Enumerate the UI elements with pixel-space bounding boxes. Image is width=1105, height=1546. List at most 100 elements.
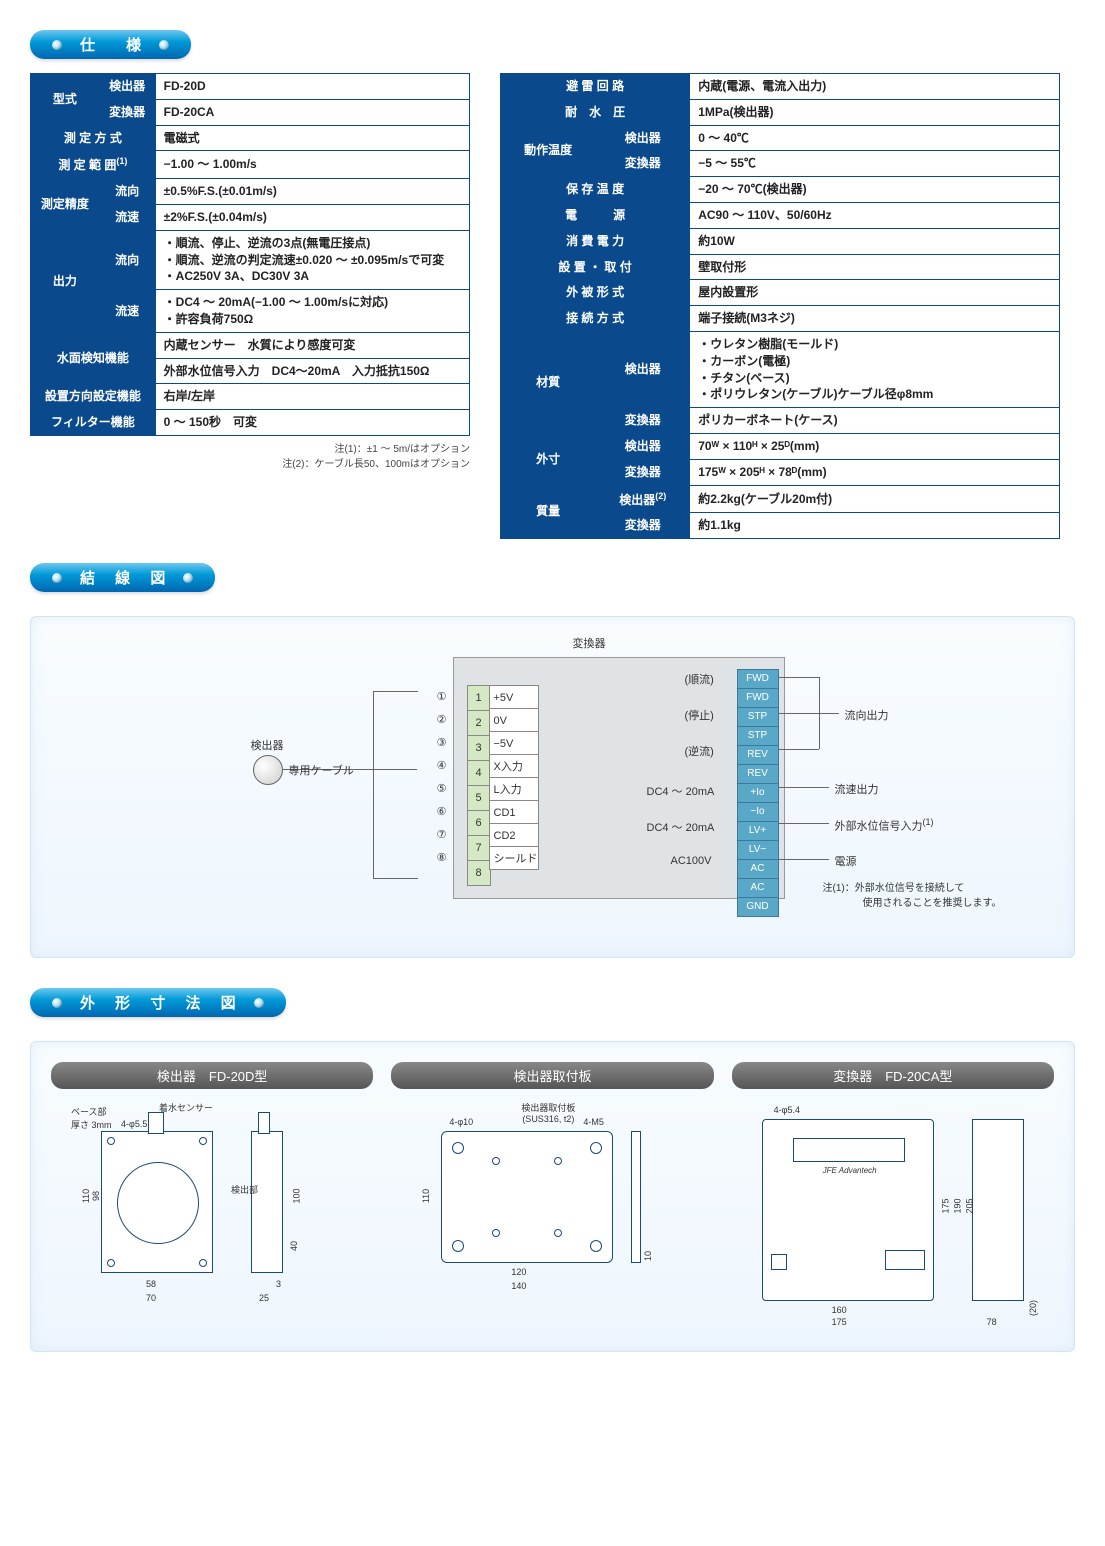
dot-icon bbox=[254, 998, 264, 1008]
terminal-label: L入力 bbox=[489, 777, 539, 801]
right-terminal: REV bbox=[737, 745, 779, 765]
th: 電 源 bbox=[501, 202, 690, 228]
terminal-num: 1 bbox=[467, 685, 491, 711]
mid-label: (順流) bbox=[685, 671, 714, 687]
right-terminal: FWD bbox=[737, 669, 779, 689]
dim-col-converter: 変換器 FD-20CA型 JFE Advantech 4-φ5.4 175 19… bbox=[732, 1062, 1054, 1331]
sensor-stem-side bbox=[258, 1112, 270, 1134]
converter-front: JFE Advantech bbox=[762, 1119, 934, 1301]
sensor-stem bbox=[148, 1112, 164, 1134]
terminal-num: 5 bbox=[467, 785, 491, 811]
td-val: 約1.1kg bbox=[690, 513, 1060, 539]
td-val: 端子接続(M3ネジ) bbox=[690, 306, 1060, 332]
header-text: 外 形 寸 法 図 bbox=[80, 992, 244, 1013]
left-spec-table: 型式 検出器 FD-20D 変換器 FD-20CA 測 定 方 式 電磁式 測 … bbox=[30, 73, 470, 436]
th-model: 型式 bbox=[31, 74, 100, 126]
right-terminal: +Io bbox=[737, 783, 779, 803]
out-line bbox=[779, 749, 819, 750]
th: 質量 bbox=[501, 485, 596, 539]
td-val: 175ᵂ × 205ᴴ × 78ᴰ(mm) bbox=[690, 459, 1060, 485]
section-header-dims: 外 形 寸 法 図 bbox=[30, 988, 286, 1017]
td-val: −1.00 ～ 1.00m/s bbox=[155, 151, 469, 179]
lbl: 測 定 範 囲 bbox=[58, 158, 116, 172]
td-val: 内蔵(電源、電流入出力) bbox=[690, 74, 1060, 100]
brand-label: JFE Advantech bbox=[823, 1166, 877, 1175]
header-text: 仕 様 bbox=[80, 34, 149, 55]
wiring-diagram: 変換器 12345678 +5V0V−5VX入力L入力CD1CD2シールド ①②… bbox=[53, 637, 1053, 937]
out-line bbox=[779, 677, 819, 678]
converter-label: 変換器 bbox=[573, 635, 606, 651]
m5-hole-icon bbox=[492, 1229, 500, 1237]
terminal-num: 3 bbox=[467, 735, 491, 761]
label-box bbox=[885, 1250, 925, 1270]
hole-icon bbox=[452, 1240, 464, 1252]
terminal-num: 8 bbox=[467, 860, 491, 886]
dim-draw-converter: JFE Advantech 4-φ5.4 175 190 205 160 175… bbox=[732, 1101, 1054, 1331]
th: 流速 bbox=[99, 290, 155, 333]
dot-icon bbox=[159, 40, 169, 50]
out-label: 外部水位信号入力(1) bbox=[835, 817, 934, 834]
td-val: −20 ～ 70℃(検出器) bbox=[690, 177, 1060, 203]
td-val: 内蔵センサー 水質により感度可変 bbox=[155, 332, 469, 358]
td-val: ±2%F.S.(±0.04m/s) bbox=[155, 204, 469, 230]
detector-icon bbox=[253, 755, 283, 785]
dot-icon bbox=[52, 40, 62, 50]
dim-draw-plate: 検出器取付板 (SUS316, t2) 4-φ10 4-M5 110 120 1… bbox=[391, 1101, 713, 1331]
terminal-label: シールド bbox=[489, 846, 539, 870]
warning-icon bbox=[771, 1254, 787, 1270]
dim-label: 100 bbox=[292, 1189, 302, 1204]
terminal-num: 4 bbox=[467, 760, 491, 786]
dim-label: 3 bbox=[276, 1279, 281, 1289]
right-terminals: FWDFWDSTPSTPREVREV+Io−IoLV+LV−ACACGND bbox=[737, 669, 779, 916]
wiring-note: 注(1)：外部水位信号を接続して 使用されることを推奨します。 bbox=[823, 881, 1002, 911]
term-col-label: +5V0V−5VX入力L入力CD1CD2シールド bbox=[489, 685, 539, 869]
th: 動作温度 bbox=[501, 125, 596, 177]
th: フィルター機能 bbox=[31, 410, 156, 436]
right-terminal: LV− bbox=[737, 840, 779, 860]
circled-num: ⑦ bbox=[417, 823, 447, 847]
th: 流向 bbox=[99, 179, 155, 205]
dims-row: 検出器 FD-20D型 ベース部 厚さ 3mm 着水センサー bbox=[51, 1062, 1054, 1331]
spec-tables-container: 型式 検出器 FD-20D 変換器 FD-20CA 測 定 方 式 電磁式 測 … bbox=[30, 73, 1075, 539]
dot-icon bbox=[52, 998, 62, 1008]
right-terminal: FWD bbox=[737, 688, 779, 708]
hole-icon bbox=[452, 1142, 464, 1154]
note: 注(1)：±1 ～ 5m/はオプション bbox=[30, 442, 470, 457]
dim-label: 25 bbox=[259, 1293, 269, 1303]
dim-label: 190 bbox=[952, 1199, 962, 1214]
lbl: 外部水位信号入力 bbox=[835, 821, 923, 833]
sup: (2) bbox=[655, 491, 666, 501]
hole-icon bbox=[199, 1137, 207, 1145]
mid-label: (停止) bbox=[685, 707, 714, 723]
terminal-label: CD2 bbox=[489, 823, 539, 847]
hole-icon bbox=[590, 1142, 602, 1154]
plate-box bbox=[441, 1131, 613, 1263]
side-box bbox=[251, 1131, 283, 1273]
terminal-label: CD1 bbox=[489, 800, 539, 824]
dim-label: 110 bbox=[422, 1189, 432, 1203]
th: 検出器 bbox=[596, 331, 690, 407]
circled-num: ④ bbox=[417, 754, 447, 778]
right-terminal: GND bbox=[737, 897, 779, 917]
dim-draw-detector: ベース部 厚さ 3mm 着水センサー 4-φ5.5 検出部 110 98 100… bbox=[51, 1101, 373, 1331]
dim-label: 160 bbox=[832, 1305, 847, 1315]
th: 接 続 方 式 bbox=[501, 306, 690, 332]
terminal-label: +5V bbox=[489, 685, 539, 709]
th: 水面検知機能 bbox=[31, 332, 156, 384]
th: 流向 bbox=[99, 230, 155, 289]
detector-node: 検出器 専用ケーブル bbox=[253, 755, 354, 785]
dim-label: 175 bbox=[832, 1317, 847, 1327]
mid-label: DC4 ～ 20mA bbox=[647, 819, 715, 835]
dim-label: 110 bbox=[81, 1189, 91, 1203]
td-val: 壁取付形 bbox=[690, 254, 1060, 280]
th: 検出器 bbox=[596, 125, 690, 151]
terminal-num: 6 bbox=[467, 810, 491, 836]
td-val: AC90 ～ 110V、50/60Hz bbox=[690, 202, 1060, 228]
terminal-label: X入力 bbox=[489, 754, 539, 778]
circled-numbers: ①②③④⑤⑥⑦⑧ bbox=[417, 685, 447, 869]
right-spec-table: 避 雷 回 路内蔵(電源、電流入出力) 耐 水 圧1MPa(検出器) 動作温度検… bbox=[500, 73, 1060, 539]
th: 出力 bbox=[31, 230, 100, 332]
td-val: 右岸/左岸 bbox=[155, 384, 469, 410]
terminal-label: 0V bbox=[489, 708, 539, 732]
dim-label: 4-φ5.4 bbox=[774, 1105, 800, 1115]
